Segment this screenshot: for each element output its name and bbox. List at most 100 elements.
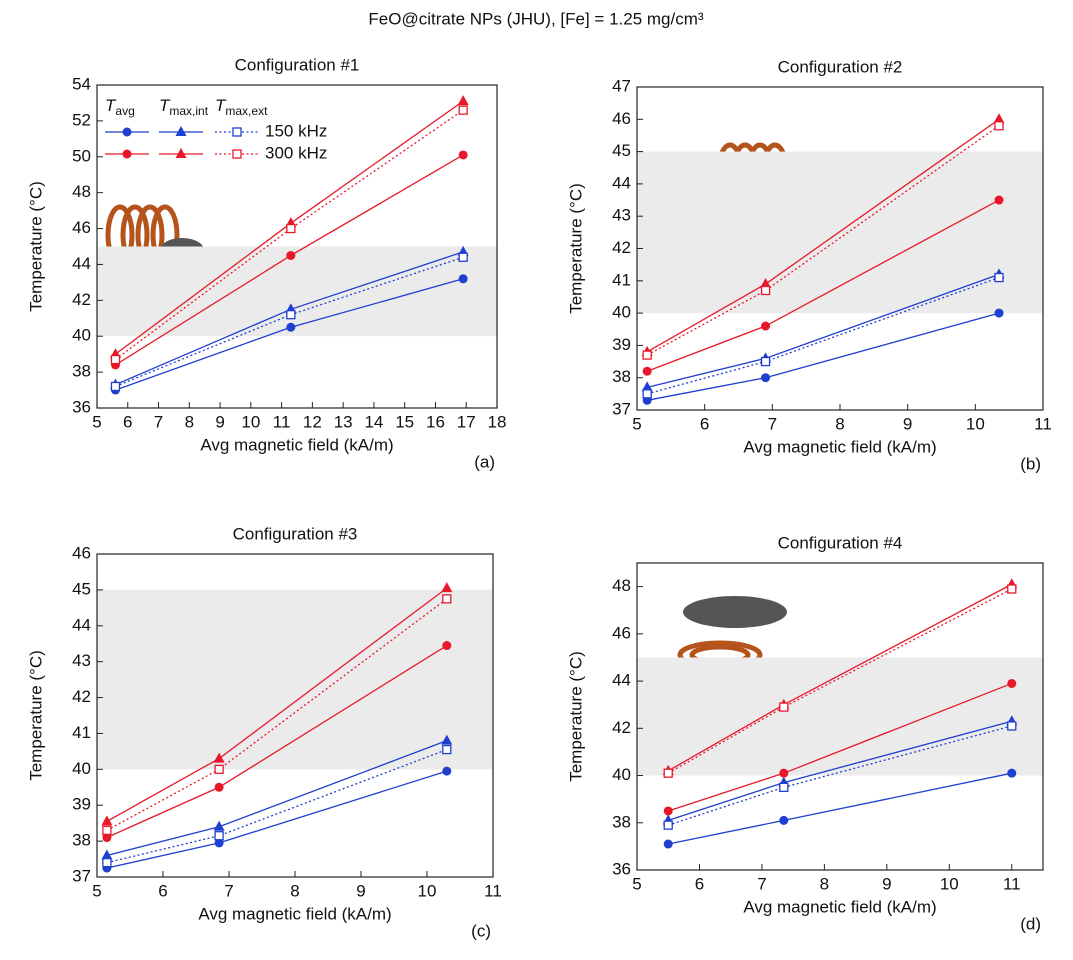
marker-square <box>214 831 224 841</box>
marker-circle <box>214 838 224 848</box>
x-tick-label: 8 <box>835 414 844 433</box>
marker-circle <box>286 322 296 332</box>
x-tick-label: 13 <box>334 412 353 431</box>
y-tick-label: 37 <box>72 866 91 885</box>
highlight-band <box>637 657 1043 776</box>
plot-title: Configuration #1 <box>235 55 360 74</box>
x-tick-label: 10 <box>940 874 959 893</box>
marker-triangle <box>641 381 653 392</box>
marker-square <box>1007 721 1017 731</box>
y-tick-label: 39 <box>612 335 631 354</box>
marker-circle <box>102 833 112 843</box>
marker-triangle <box>213 820 225 831</box>
x-axis-label: Avg magnetic field (kA/m) <box>200 435 393 454</box>
marker-square <box>442 594 452 604</box>
x-tick-label: 8 <box>185 412 194 431</box>
marker-square <box>663 768 673 778</box>
x-tick-label: 11 <box>484 881 502 900</box>
y-tick-label: 45 <box>612 141 631 160</box>
marker-circle <box>1007 768 1017 778</box>
marker-circle <box>442 641 452 651</box>
y-tick-label: 40 <box>612 303 631 322</box>
marker-circle <box>994 308 1004 318</box>
marker-triangle <box>441 734 453 745</box>
highlight-band <box>97 589 493 770</box>
y-tick-label: 37 <box>612 399 631 418</box>
y-tick-label: 40 <box>72 326 91 345</box>
marker-square <box>110 354 121 365</box>
legend-marker <box>122 149 132 159</box>
x-tick-label: 6 <box>695 874 704 893</box>
marker-circle <box>761 373 771 383</box>
x-tick-label: 11 <box>1034 414 1052 433</box>
legend-label: 150 kHz <box>265 121 327 140</box>
y-tick-label: 48 <box>72 182 91 201</box>
legend-subscript: max,ext <box>225 104 268 118</box>
marker-square <box>642 389 652 399</box>
y-tick-label: 44 <box>72 254 91 273</box>
marker-triangle <box>441 582 453 593</box>
highlight-band <box>637 151 1043 314</box>
legend-symbol: T <box>105 96 117 115</box>
legend-subscript: avg <box>115 104 134 118</box>
x-tick-label: 10 <box>418 881 437 900</box>
y-tick-label: 38 <box>612 367 631 386</box>
y-tick-label: 46 <box>72 543 91 562</box>
marker-square <box>760 356 771 367</box>
x-tick-label: 7 <box>154 412 163 431</box>
plot-title: Configuration #4 <box>778 533 903 552</box>
y-tick-label: 43 <box>72 651 91 670</box>
series-line <box>115 109 464 361</box>
marker-triangle <box>101 815 113 826</box>
x-tick-label: 16 <box>426 412 445 431</box>
legend-marker <box>175 148 187 158</box>
y-tick-label: 52 <box>72 110 91 129</box>
legend-subscript: max,int <box>169 104 208 118</box>
y-tick-label: 36 <box>72 397 91 416</box>
y-axis-label: Temperature (°C) <box>566 651 585 782</box>
series-line <box>106 770 447 869</box>
x-tick-label: 12 <box>303 412 322 431</box>
marker-circle <box>663 806 673 816</box>
marker-square <box>642 350 652 360</box>
y-axis-label: Temperature (°C) <box>26 181 45 312</box>
x-tick-label: 9 <box>903 414 912 433</box>
x-tick-label: 8 <box>820 874 829 893</box>
series-line <box>646 125 1000 356</box>
panel-label: (d) <box>1020 914 1041 933</box>
y-tick-label: 42 <box>72 687 91 706</box>
marker-circle <box>761 321 771 331</box>
x-tick-label: 7 <box>224 881 233 900</box>
marker-circle <box>642 366 652 376</box>
y-tick-label: 44 <box>612 671 631 690</box>
highlight-band <box>97 246 497 337</box>
x-tick-label: 10 <box>241 412 260 431</box>
x-tick-label: 18 <box>488 412 507 431</box>
y-axis-label: Temperature (°C) <box>566 183 585 314</box>
marker-square <box>458 105 468 115</box>
y-tick-label: 54 <box>72 74 91 93</box>
marker-circle <box>779 815 789 825</box>
panel: 5 6 7 8 9 10 11 12 13 14 15 16 17 18 36 38 40 42 44 46 48 50 5… <box>26 55 506 471</box>
x-tick-label: 8 <box>290 881 299 900</box>
y-tick-label: 38 <box>612 812 631 831</box>
y-tick-label: 38 <box>72 831 91 850</box>
figure-title: FeO@citrate NPs (JHU), [Fe] = 1.25 mg/cm… <box>368 9 703 28</box>
marker-square <box>994 272 1004 283</box>
x-tick-label: 5 <box>632 874 641 893</box>
x-tick-label: 11 <box>1003 874 1021 893</box>
legend-header: Tavg <box>105 96 135 118</box>
y-tick-label: 43 <box>612 206 631 225</box>
marker-triangle <box>760 278 772 289</box>
y-tick-label: 41 <box>72 723 91 742</box>
x-tick-label: 9 <box>356 881 365 900</box>
x-axis-label: Avg magnetic field (kA/m) <box>743 437 936 456</box>
marker-square <box>442 744 452 755</box>
marker-square <box>760 285 771 296</box>
legend-header: Tmax,int <box>159 96 209 118</box>
marker-circle <box>663 839 673 849</box>
marker-square <box>286 310 296 320</box>
marker-circle <box>214 782 224 792</box>
y-tick-label: 40 <box>612 765 631 784</box>
